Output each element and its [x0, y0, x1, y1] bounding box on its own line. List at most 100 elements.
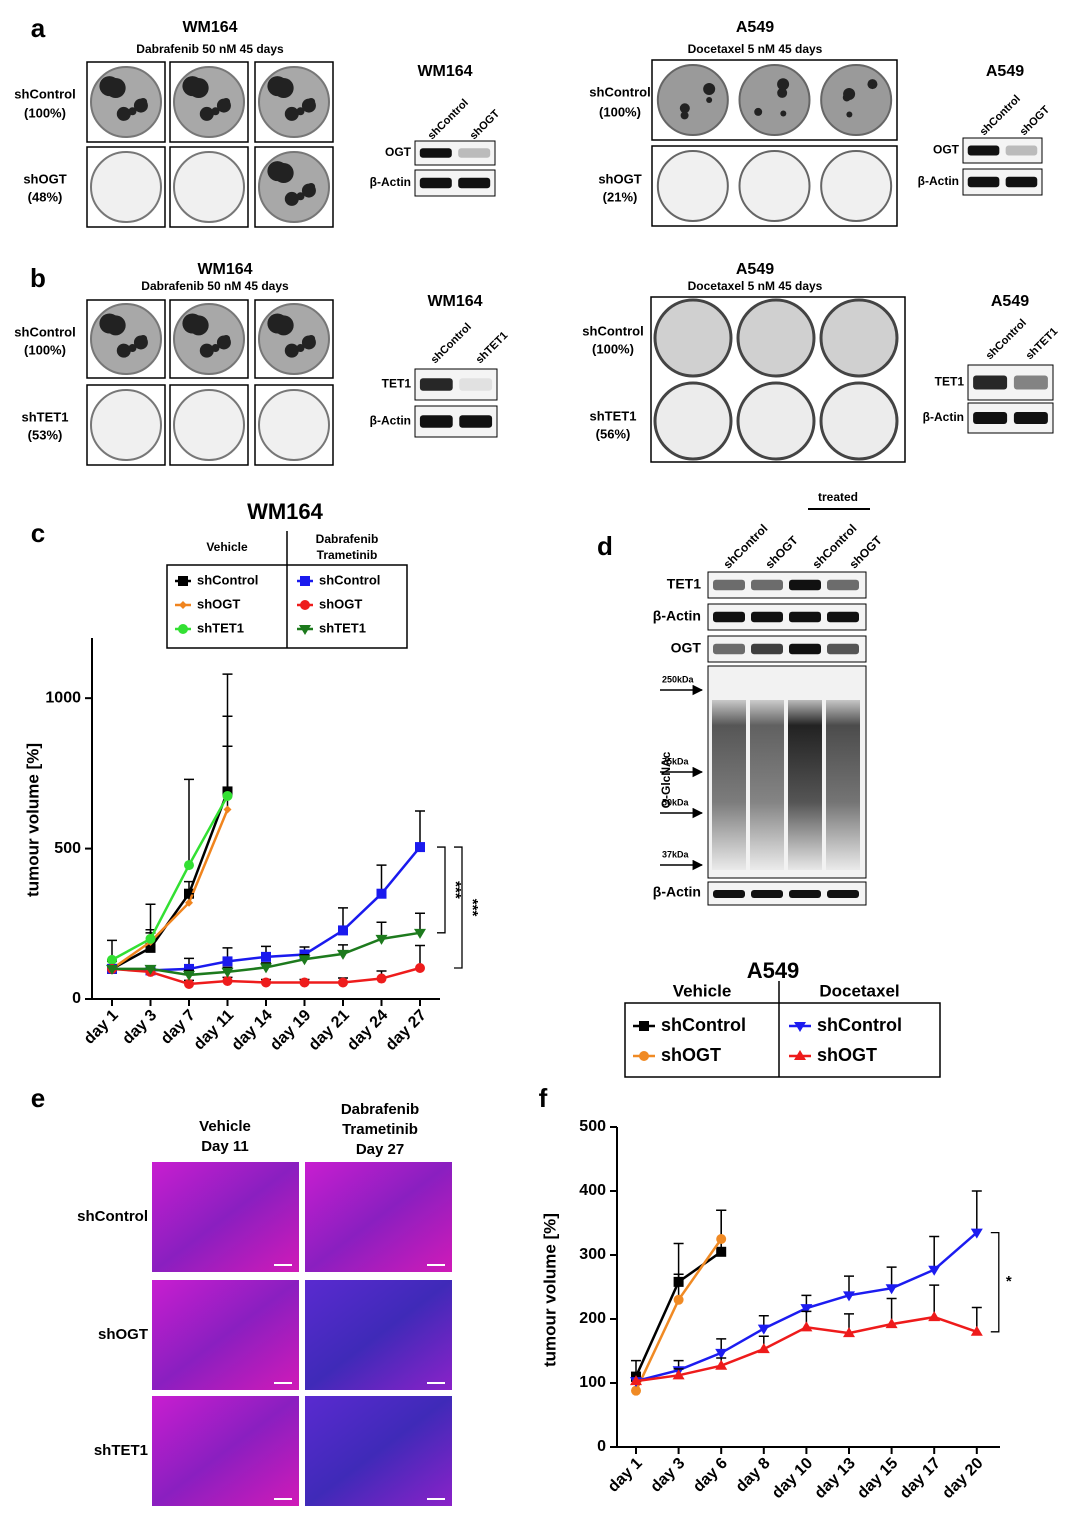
marker [715, 1348, 728, 1359]
legend-label: shControl [319, 572, 380, 587]
band [458, 177, 491, 189]
marker [673, 1294, 684, 1305]
marker [375, 934, 388, 945]
error-bar [184, 778, 194, 866]
label: 37kDa [662, 849, 690, 859]
colony [105, 315, 126, 336]
colony [105, 77, 126, 98]
marker [184, 963, 194, 974]
legend-label: shTET1 [197, 620, 244, 635]
label: shControl [426, 97, 471, 142]
label: Day 27 [356, 1141, 404, 1158]
label: shControl [14, 86, 75, 101]
colony [211, 344, 220, 353]
well [173, 151, 245, 223]
marker [222, 975, 233, 986]
micrograph [152, 1280, 299, 1390]
x-tick-label: day 17 [897, 1455, 944, 1502]
marker [843, 1327, 855, 1338]
colony [188, 77, 209, 98]
label: TET1 [382, 377, 412, 391]
well [736, 381, 816, 461]
colony [777, 78, 790, 91]
band [973, 375, 1008, 390]
label: shTET1 [1024, 326, 1061, 363]
smear [788, 700, 822, 870]
band [713, 611, 745, 623]
x-tick-label: day 13 [812, 1455, 859, 1502]
marker [107, 954, 117, 965]
error-bar [222, 673, 233, 796]
legend-label: shOGT [661, 1045, 721, 1065]
legend-box [624, 1002, 941, 1078]
colony [680, 111, 689, 120]
well [820, 64, 893, 136]
colony [301, 98, 316, 113]
x-tick-label: day 27 [383, 1007, 430, 1054]
label: 75kDa [662, 756, 690, 766]
label: 250kDa [662, 674, 695, 684]
colony [133, 335, 148, 350]
marker [672, 1369, 685, 1380]
colony [188, 315, 209, 336]
marker [300, 600, 310, 610]
colony [284, 343, 299, 358]
well [738, 64, 811, 136]
marker [184, 978, 194, 989]
scale-bar [274, 1264, 292, 1266]
label: shControl [589, 84, 650, 99]
legend-label: shControl [661, 1015, 746, 1035]
label: A549 [736, 261, 774, 278]
marker [970, 1228, 983, 1239]
smear [750, 700, 784, 870]
label: shControl [77, 1208, 148, 1225]
legend-label: shControl [197, 572, 258, 587]
bracket [990, 1231, 1000, 1333]
label: Vehicle [206, 540, 248, 554]
label: TET1 [935, 375, 965, 389]
colony [296, 192, 305, 201]
marker [716, 1234, 727, 1244]
colony [679, 103, 690, 114]
well [258, 389, 330, 461]
marker [970, 1325, 983, 1336]
marker [639, 1051, 649, 1061]
legend-label: shOGT [319, 596, 362, 611]
well [258, 151, 330, 223]
colony [301, 335, 316, 350]
x-tick-label: day 24 [344, 1007, 391, 1054]
label: shTET1 [590, 408, 637, 423]
series-line [111, 808, 229, 970]
y-axis-label: tumour volume [%] [540, 1213, 559, 1367]
label: treated [818, 490, 858, 504]
well [90, 151, 162, 223]
band [827, 643, 859, 655]
x-tick-label: day 21 [306, 1007, 353, 1054]
scale-bar [274, 1498, 292, 1500]
label: Trametinib [342, 1121, 418, 1138]
label: shControl [720, 521, 770, 571]
label: β-Actin [370, 414, 411, 428]
label: *** [447, 881, 464, 899]
label: shOGT [468, 108, 503, 143]
colony [211, 107, 220, 116]
marker [106, 964, 118, 975]
marker [145, 933, 156, 944]
label: Docetaxel [819, 981, 899, 1000]
band [419, 177, 452, 189]
label: (48%) [28, 189, 63, 204]
marker [261, 951, 271, 962]
band [713, 890, 745, 898]
band [973, 412, 1008, 424]
y-tick-label: 0 [597, 1438, 606, 1455]
label: (21%) [603, 189, 638, 204]
legend-label: shOGT [817, 1045, 877, 1065]
marker [716, 1246, 727, 1257]
label: *** [464, 899, 481, 917]
error-bar [929, 1235, 940, 1270]
label: WM164 [197, 261, 252, 278]
x-tick-label: day 20 [939, 1455, 986, 1502]
scale-bar [274, 1382, 292, 1384]
x-tick-label: day 3 [119, 1007, 160, 1048]
marker [261, 977, 271, 988]
